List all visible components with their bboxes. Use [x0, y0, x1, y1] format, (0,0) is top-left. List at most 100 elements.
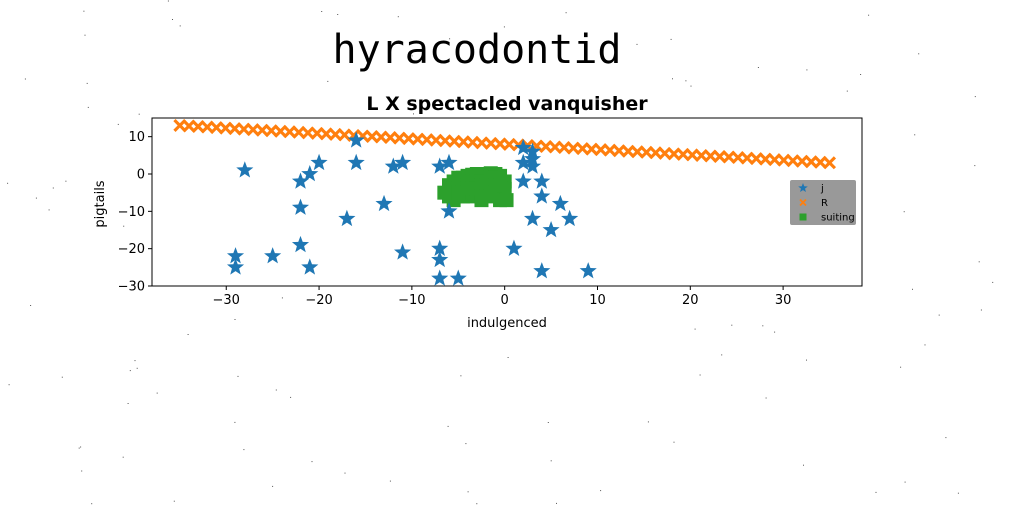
speckle [550, 460, 552, 462]
speckle [52, 187, 54, 189]
y-tick-label: −10 [118, 205, 145, 220]
speckle [167, 0, 169, 2]
speckle [476, 503, 478, 505]
speckle [172, 19, 173, 20]
y-axis-ticks: −30 −20 −10 0 10 [118, 130, 152, 295]
speckle [900, 366, 902, 368]
speckle [465, 443, 467, 445]
series-j-point [394, 243, 412, 260]
series-j-point [542, 221, 560, 238]
y-tick-label: 0 [137, 168, 145, 183]
speckle [65, 180, 67, 182]
speckle [938, 314, 940, 316]
legend-label: R [821, 198, 828, 209]
speckle [647, 421, 649, 423]
speckle [685, 80, 687, 82]
speckle [86, 82, 88, 84]
speckle [868, 14, 870, 16]
series-j-point [533, 262, 551, 279]
speckle [413, 113, 414, 115]
speckle [992, 281, 994, 283]
speckle [803, 464, 804, 466]
speckle [179, 25, 181, 27]
series-j-point [449, 269, 467, 286]
speckle [600, 490, 602, 492]
legend-marker [799, 213, 807, 221]
speckle [127, 403, 129, 404]
speckle [134, 360, 136, 362]
legend-label: suiting [821, 213, 855, 224]
x-tick-label: −20 [305, 293, 332, 308]
speckle [275, 389, 277, 391]
speckle [846, 90, 848, 92]
speckle [757, 67, 759, 68]
speckle [636, 43, 638, 45]
speckle [173, 500, 175, 502]
speckle [978, 261, 980, 263]
speckle [460, 375, 462, 377]
speckle [774, 331, 776, 333]
series-R-point [823, 156, 837, 170]
speckle [138, 113, 140, 115]
speckle [8, 384, 10, 386]
series-j-point [226, 258, 245, 275]
series-j-point [384, 157, 402, 174]
speckle [507, 357, 509, 358]
speckle [234, 421, 236, 423]
legend-marker [798, 183, 808, 193]
speckle [556, 502, 557, 504]
series-j-point [226, 247, 245, 264]
series-suiting-point [493, 178, 508, 193]
speckle [311, 461, 313, 463]
speckle [327, 80, 329, 82]
series-suiting [437, 166, 514, 208]
series-j-point [514, 153, 532, 171]
speckle [35, 197, 37, 199]
speckle [806, 359, 807, 361]
speckle [875, 491, 877, 493]
legend-label: j [820, 184, 824, 195]
speckle [84, 34, 86, 36]
speckle [272, 485, 274, 487]
series-j-point [514, 138, 532, 156]
speckle [91, 503, 93, 505]
series-j-point [431, 269, 449, 286]
series-suiting-point [499, 193, 514, 208]
speckle [914, 134, 916, 136]
speckle [337, 14, 339, 15]
series-j-point [561, 209, 579, 227]
series-j-point [533, 187, 551, 204]
speckle [156, 392, 158, 394]
speckle [672, 78, 673, 80]
speckle [765, 397, 767, 399]
x-tick-label: 30 [775, 293, 792, 308]
speckle [980, 309, 982, 311]
series-j-point [431, 250, 449, 268]
speckle [694, 328, 696, 330]
speckle [860, 74, 862, 75]
speckle [912, 288, 913, 290]
series-j-point [579, 262, 597, 279]
x-tick-label: −30 [213, 293, 240, 308]
series-j-point [375, 194, 393, 212]
speckle [78, 447, 80, 449]
x-tick-label: 0 [501, 293, 509, 308]
speckle [48, 209, 50, 211]
series-j-point [347, 153, 365, 171]
speckle [762, 325, 764, 327]
speckle [699, 374, 701, 376]
series-j-point [514, 172, 532, 189]
series-j-point [431, 239, 449, 256]
legend-marker [799, 198, 807, 207]
speckle [321, 11, 323, 12]
series-layer [173, 118, 837, 286]
speckle [136, 367, 138, 369]
series-j-point [347, 131, 365, 148]
speckle [503, 26, 505, 28]
y-tick-label: 10 [128, 130, 145, 145]
series-j [226, 131, 597, 286]
speckle [80, 446, 82, 448]
x-tick-label: 20 [682, 293, 699, 308]
speckle [7, 182, 9, 184]
speckle [123, 225, 125, 227]
